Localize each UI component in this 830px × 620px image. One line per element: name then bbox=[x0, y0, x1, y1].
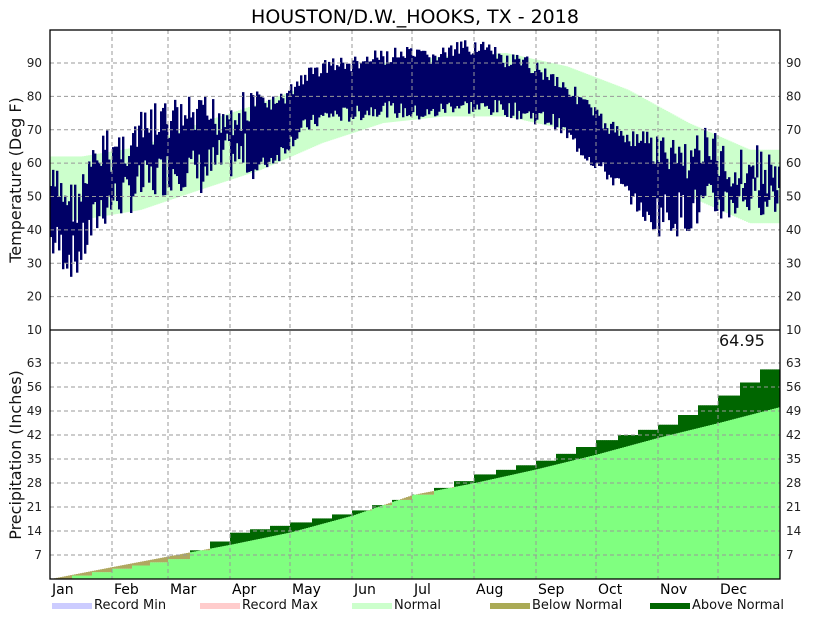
x-tick-month: Nov bbox=[660, 582, 687, 598]
y-tick-temp-left: 80 bbox=[27, 89, 42, 103]
y-tick-temp-right: 90 bbox=[786, 56, 801, 70]
y-tick-precip-right: 21 bbox=[786, 500, 801, 514]
legend-swatch bbox=[200, 602, 240, 609]
legend-swatch bbox=[650, 602, 690, 609]
y-tick-temp-right: 70 bbox=[786, 123, 801, 137]
total-precip-annotation: 64.95 bbox=[719, 331, 765, 350]
y-tick-temp-left: 70 bbox=[27, 123, 42, 137]
y-tick-temp-left: 60 bbox=[27, 156, 42, 170]
y-tick-precip-right: 56 bbox=[786, 380, 801, 394]
y-tick-precip-left: 49 bbox=[27, 404, 42, 418]
y-tick-temp-left: 10 bbox=[27, 323, 42, 337]
y-axis-label-temperature: Temperature (Deg F) bbox=[6, 97, 25, 264]
legend-label: Above Normal bbox=[692, 598, 784, 613]
y-tick-precip-left: 35 bbox=[27, 452, 42, 466]
y-tick-precip-right: 42 bbox=[786, 428, 801, 442]
legend-label: Record Max bbox=[242, 598, 318, 613]
y-tick-precip-right: 14 bbox=[786, 524, 801, 538]
x-tick-month: Jun bbox=[353, 582, 376, 598]
x-tick-month: Mar bbox=[170, 582, 197, 598]
legend: Record Min Record Max Normal Below Normal Ab… bbox=[0, 598, 830, 616]
y-tick-precip-left: 63 bbox=[27, 356, 42, 370]
y-tick-temp-right: 50 bbox=[786, 190, 801, 204]
y-tick-precip-right: 49 bbox=[786, 404, 801, 418]
legend-label: Below Normal bbox=[532, 598, 623, 613]
y-tick-precip-left: 21 bbox=[27, 500, 42, 514]
y-tick-temp-left: 50 bbox=[27, 190, 42, 204]
legend-label: Record Min bbox=[94, 598, 167, 613]
y-tick-temp-right: 60 bbox=[786, 156, 801, 170]
x-tick-month: Aug bbox=[476, 582, 503, 598]
y-tick-precip-right: 63 bbox=[786, 356, 801, 370]
legend-item-below-normal: Below Normal bbox=[490, 598, 622, 613]
x-tick-month: Jul bbox=[413, 582, 431, 598]
chart-title: HOUSTON/D.W._HOOKS, TX - 2018 bbox=[251, 6, 579, 28]
y-tick-precip-right: 28 bbox=[786, 476, 801, 490]
y-tick-temp-right: 80 bbox=[786, 89, 801, 103]
chart-canvas: 90 90 80 80 70 70 60 60 50 50 40 40 30 30 20 20 10 10 63 63… bbox=[6, 29, 801, 598]
x-tick-month: Sep bbox=[538, 582, 565, 598]
y-tick-precip-left: 28 bbox=[27, 476, 42, 490]
y-tick-precip-left: 56 bbox=[27, 380, 42, 394]
y-tick-temp-left: 40 bbox=[27, 223, 42, 237]
y-tick-precip-left: 14 bbox=[27, 524, 42, 538]
x-tick-month: Oct bbox=[598, 582, 623, 598]
y-tick-temp-left: 30 bbox=[27, 256, 42, 270]
legend-item-record-max: Record Max bbox=[200, 598, 318, 613]
y-tick-temp-right: 10 bbox=[786, 323, 801, 337]
legend-swatch bbox=[52, 602, 92, 609]
y-tick-temp-left: 90 bbox=[27, 56, 42, 70]
grid-lines bbox=[50, 30, 780, 579]
y-tick-temp-left: 20 bbox=[27, 290, 42, 304]
y-tick-precip-left: 7 bbox=[34, 548, 42, 562]
temperature-panel bbox=[50, 40, 781, 277]
legend-swatch bbox=[352, 602, 392, 609]
y-tick-precip-right: 7 bbox=[786, 548, 794, 562]
x-tick-month: Dec bbox=[720, 582, 747, 598]
y-tick-temp-right: 20 bbox=[786, 290, 801, 304]
x-tick-month: Jan bbox=[51, 582, 74, 598]
y-tick-precip-left: 42 bbox=[27, 428, 42, 442]
precipitation-panel bbox=[52, 369, 781, 579]
y-tick-temp-right: 30 bbox=[786, 256, 801, 270]
legend-item-record-min: Record Min bbox=[52, 598, 166, 613]
x-tick-month: Apr bbox=[232, 582, 256, 598]
legend-label: Normal bbox=[394, 598, 442, 613]
y-tick-temp-right: 40 bbox=[786, 223, 801, 237]
legend-swatch bbox=[490, 602, 530, 609]
y-axis-label-precipitation: Precipitation (Inches) bbox=[6, 370, 25, 540]
axes: 90 90 80 80 70 70 60 60 50 50 40 40 30 30 20 20 10 10 63 63… bbox=[6, 29, 801, 598]
legend-item-normal: Normal bbox=[352, 598, 441, 613]
x-tick-month: May bbox=[292, 582, 321, 598]
x-tick-month: Feb bbox=[114, 582, 139, 598]
y-tick-precip-right: 35 bbox=[786, 452, 801, 466]
legend-item-above-normal: Above Normal bbox=[650, 598, 784, 613]
